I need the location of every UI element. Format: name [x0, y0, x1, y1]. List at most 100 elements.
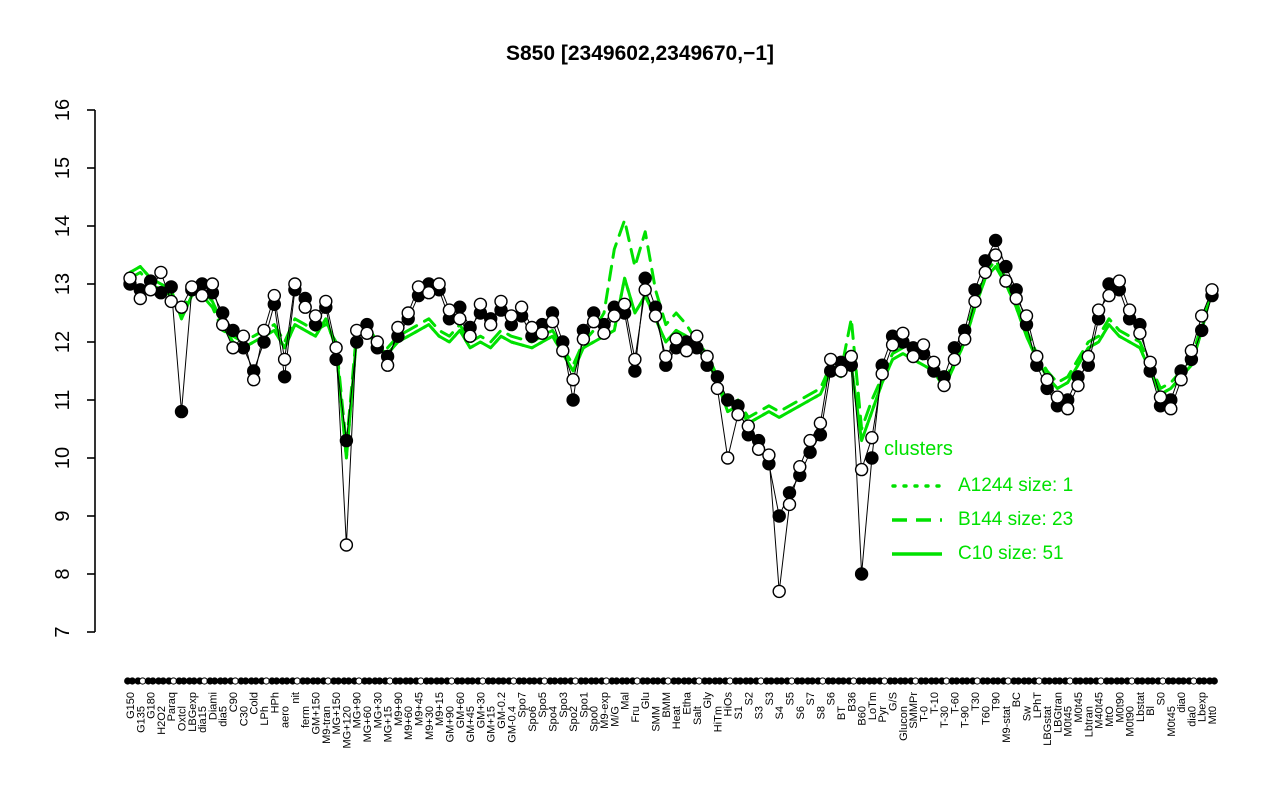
x-axis-label: S3: [764, 692, 776, 705]
x-axis-label: MG+30: [372, 692, 384, 728]
data-point: [1081, 349, 1096, 364]
data-point: [803, 433, 817, 448]
data-point: [257, 335, 271, 349]
data-point: [628, 364, 642, 378]
x-axis-label: M9-stat: [1001, 706, 1013, 743]
x-axis-label: MG+120: [341, 706, 353, 749]
data-point: [360, 326, 374, 340]
x-axis-label: Cold: [249, 692, 261, 715]
x-axis-label: Heat: [671, 706, 683, 729]
y-axis-tick-label: 14: [52, 215, 74, 237]
data-point: [772, 584, 786, 599]
x-axis-label: LBGtran: [1052, 692, 1064, 733]
y-axis-tick-label: 7: [52, 626, 74, 637]
x-axis-label: C90: [228, 692, 240, 712]
data-point: [999, 274, 1013, 288]
data-point: [1153, 390, 1168, 404]
x-axis-label: Spo1: [578, 692, 590, 718]
x-axis-label: S6: [795, 706, 807, 719]
data-point: [782, 497, 797, 512]
data-point: [215, 306, 230, 320]
y-axis-tick-label: 13: [52, 273, 74, 295]
x-axis-label: Spo3: [558, 692, 570, 718]
x-axis-label: M0t45: [1166, 706, 1178, 737]
data-point: [257, 323, 271, 338]
data-point: [308, 309, 323, 323]
data-point: [1050, 390, 1065, 404]
data-point: [422, 286, 436, 300]
x-axis-label: HPh: [269, 692, 281, 713]
x-axis-label: Gly: [702, 692, 714, 709]
x-axis-label: Mt0: [1207, 706, 1219, 724]
data-point: [793, 460, 807, 474]
x-axis-label: M9-tran: [321, 706, 333, 744]
data-point: [824, 352, 838, 367]
data-point: [411, 280, 426, 294]
data-point: [1133, 326, 1147, 340]
data-point: [875, 367, 889, 381]
cluster-legend: clusters A1244 size: 1 B144 size: 23 C10…: [884, 438, 1073, 577]
legend-label-b144: B144 size: 23: [958, 509, 1074, 530]
x-axis-label: MG+15: [383, 706, 395, 742]
x-axis-label: S8: [815, 706, 827, 719]
data-point: [885, 338, 900, 352]
data-point: [453, 312, 467, 326]
x-axis-label: SMM: [651, 706, 663, 732]
x-axis-label: Spo0: [589, 706, 601, 732]
x-axis-label: GM+60: [455, 692, 467, 728]
data-point: [174, 300, 189, 314]
data-point: [968, 283, 982, 297]
x-axis-label: Lbstat: [1135, 692, 1147, 722]
x-axis-label: G135: [135, 706, 147, 733]
data-point: [782, 486, 797, 500]
data-point: [803, 445, 817, 459]
data-point: [607, 309, 621, 323]
x-axis-label: S1: [733, 706, 745, 719]
legend-item-c10: C10 size: 51: [890, 543, 1073, 565]
data-point: [236, 329, 251, 343]
data-point: [958, 332, 972, 346]
x-axis-label: BMM: [661, 692, 673, 718]
x-axis-label: T-0: [918, 706, 930, 722]
x-axis-label: Paraq: [166, 692, 178, 721]
data-point: [1194, 309, 1209, 323]
x-axis-label: Salt: [692, 706, 704, 725]
data-point: [988, 233, 1003, 248]
data-point: [762, 448, 776, 462]
data-point: [865, 451, 879, 465]
data-point: [1071, 378, 1085, 393]
data-point: [329, 341, 343, 355]
data-point: [710, 370, 725, 384]
data-point: [1184, 344, 1199, 358]
x-axis-label: M9+60: [403, 706, 415, 740]
data-point: [999, 259, 1013, 274]
x-axis-label: S2: [743, 692, 755, 705]
data-point: [597, 326, 611, 340]
x-axis-label: S3: [754, 706, 766, 719]
x-axis-label: S5: [785, 692, 797, 705]
data-point: [638, 271, 652, 285]
data-point: [566, 393, 580, 407]
data-point: [267, 288, 281, 303]
x-axis-label: Glu: [640, 692, 652, 709]
x-axis-label: ferm: [300, 706, 312, 728]
x-axis-label: Oxtcl: [177, 706, 189, 731]
x-axis-label: LBGstat: [1042, 706, 1054, 746]
data-point: [1102, 288, 1116, 303]
legend-label-a1244: A1244 size: 1: [958, 475, 1074, 496]
x-axis-label: Spo5: [537, 692, 549, 718]
x-axis-label: M0t45: [1063, 706, 1075, 737]
data-point: [834, 364, 848, 378]
x-axis-label: S4: [774, 706, 786, 719]
data-point: [566, 373, 580, 387]
data-point: [628, 352, 642, 367]
x-axis-label: SMMPr: [908, 692, 920, 729]
x-axis-label: M9+30: [424, 706, 436, 740]
x-axis-label: Lbtran: [1083, 706, 1095, 737]
legend-heading: clusters: [884, 438, 953, 460]
data-point: [700, 349, 714, 364]
data-point: [215, 317, 230, 332]
data-point: [669, 332, 683, 346]
x-axis-label: nit: [290, 692, 302, 704]
condition-glyph: [231, 677, 239, 685]
